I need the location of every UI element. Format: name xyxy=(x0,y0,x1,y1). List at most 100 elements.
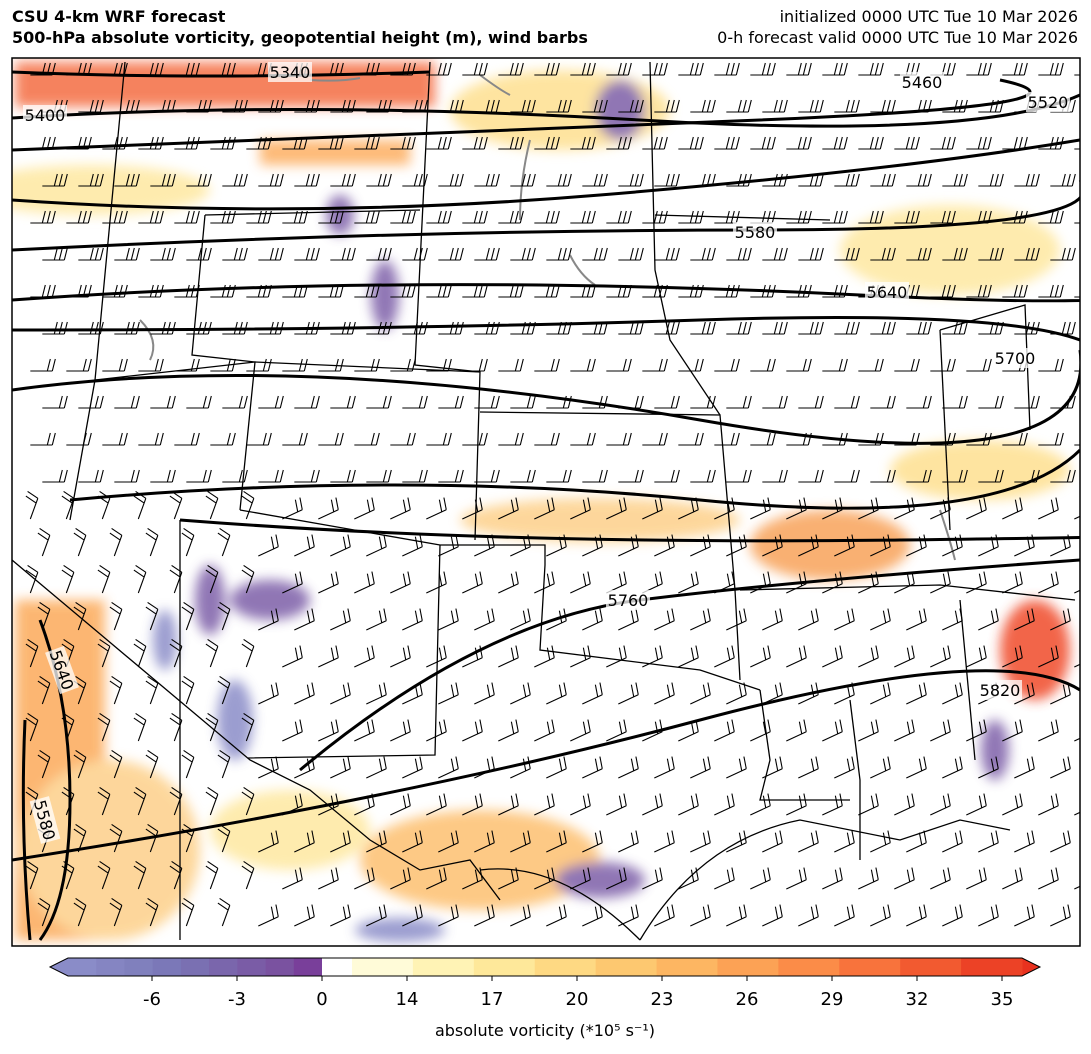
barb-stem xyxy=(582,768,603,779)
wind-barb xyxy=(714,645,735,668)
barb-feather xyxy=(618,499,623,512)
barb-feather xyxy=(87,432,92,446)
wind-barb xyxy=(217,601,231,631)
wind-barb xyxy=(258,395,284,409)
barb-feather xyxy=(238,173,243,187)
barb-stem xyxy=(618,842,639,853)
barb-feather xyxy=(1071,99,1076,113)
barb-stem xyxy=(426,805,447,816)
barb-feather xyxy=(63,490,75,499)
wind-barb xyxy=(37,897,51,927)
barb-stem xyxy=(402,546,423,557)
barb-feather xyxy=(767,867,771,880)
wind-barb xyxy=(174,432,200,446)
barb-feather xyxy=(1031,756,1035,769)
barb-feather xyxy=(999,173,1004,187)
barb-feather xyxy=(63,638,75,647)
barb-feather xyxy=(1067,904,1071,917)
barb-feather xyxy=(243,247,248,261)
barb-feather xyxy=(742,321,747,335)
wind-barb xyxy=(942,830,963,853)
barb-feather xyxy=(845,99,850,113)
wind-barb xyxy=(546,830,567,853)
barb-feather xyxy=(586,210,591,224)
wind-barb xyxy=(726,830,747,853)
barb-feather xyxy=(41,136,46,150)
barb-feather xyxy=(726,869,731,882)
barb-feather xyxy=(75,823,87,832)
barb-feather xyxy=(778,247,783,261)
barb-feather xyxy=(231,432,236,446)
barb-feather xyxy=(594,758,599,771)
barb-feather xyxy=(411,358,416,372)
barb-feather xyxy=(591,358,596,372)
barb-feather xyxy=(771,62,776,76)
wind-barb xyxy=(750,432,776,446)
barb-feather xyxy=(171,860,183,869)
barb-feather xyxy=(305,173,310,187)
barb-feather xyxy=(906,573,911,586)
wind-barb xyxy=(390,284,416,298)
wind-barb xyxy=(294,534,315,557)
barb-feather xyxy=(627,62,632,76)
barb-stem xyxy=(209,720,219,742)
wind-barb xyxy=(762,756,783,779)
colorbar-segment xyxy=(352,958,414,976)
wind-barb xyxy=(282,358,308,372)
barb-feather xyxy=(311,830,315,843)
barb-feather xyxy=(303,432,308,446)
barb-feather xyxy=(519,62,524,76)
barb-feather xyxy=(983,497,987,510)
wind-barb xyxy=(462,136,488,150)
barb-feather xyxy=(891,321,896,335)
barb-feather xyxy=(171,321,176,335)
barb-feather xyxy=(269,173,274,187)
wind-barb xyxy=(942,321,968,335)
barb-feather xyxy=(519,136,524,150)
barb-feather xyxy=(378,684,383,697)
barb-feather xyxy=(563,904,567,917)
barb-feather xyxy=(149,62,154,76)
barb-feather xyxy=(834,647,839,660)
barb-stem xyxy=(209,794,219,816)
barb-feather xyxy=(886,321,891,335)
barb-feather xyxy=(82,432,87,446)
wind-barb xyxy=(354,210,380,224)
barb-feather xyxy=(707,756,711,769)
barb-feather xyxy=(274,469,279,483)
barb-stem xyxy=(870,546,891,557)
barb-stem xyxy=(474,694,495,705)
barb-feather xyxy=(63,321,68,335)
barb-stem xyxy=(678,583,699,594)
barb-feather xyxy=(46,210,51,224)
barb-feather xyxy=(706,469,711,483)
barb-feather xyxy=(886,99,891,113)
wind-barb xyxy=(966,358,992,372)
barb-feather xyxy=(450,610,455,623)
barb-feather xyxy=(874,62,879,76)
barb-feather xyxy=(658,62,663,76)
barb-feather xyxy=(917,173,922,187)
barb-feather xyxy=(915,358,920,372)
barb-feather xyxy=(522,832,527,845)
barb-feather xyxy=(1049,210,1054,224)
wind-barb xyxy=(690,904,711,927)
barb-feather xyxy=(846,536,851,549)
barb-stem xyxy=(41,905,51,927)
wind-barb xyxy=(690,756,711,779)
wind-barb xyxy=(1074,805,1080,816)
barb-stem xyxy=(1074,583,1080,594)
barb-feather xyxy=(231,136,236,150)
barb-feather xyxy=(563,756,567,769)
barb-stem xyxy=(474,546,495,557)
barb-feather xyxy=(819,247,824,261)
barb-stem xyxy=(762,546,783,557)
barb-feather xyxy=(694,136,699,150)
colorbar-segment xyxy=(124,958,154,976)
wind-barb xyxy=(642,432,668,446)
barb-stem xyxy=(642,879,663,890)
wind-barb xyxy=(798,395,824,409)
barb-feather xyxy=(125,321,130,335)
barb-feather xyxy=(1031,608,1035,621)
barb-feather xyxy=(627,358,632,372)
